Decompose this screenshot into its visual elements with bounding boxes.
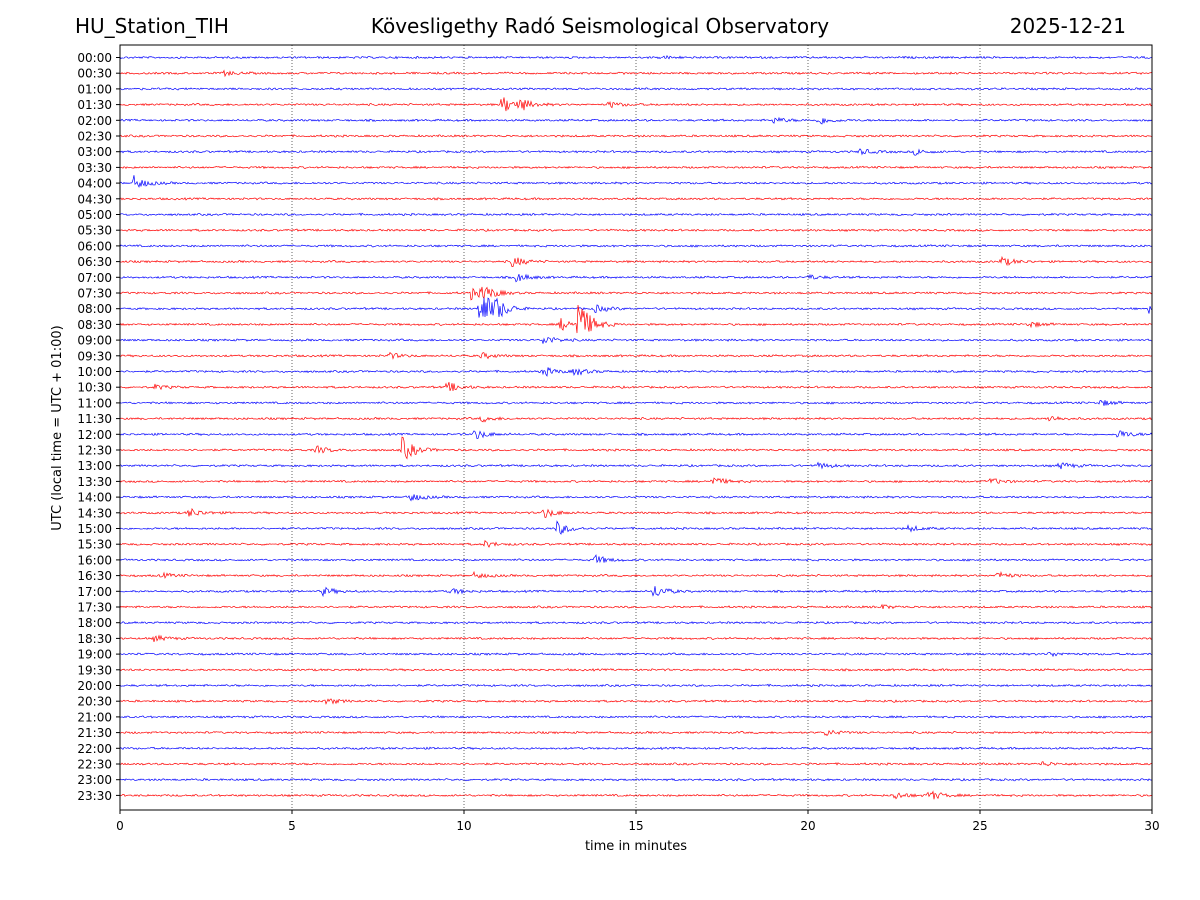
chart-title: Kövesligethy Radó Seismological Observat… (370, 14, 830, 38)
x-tick-label: 20 (800, 819, 815, 833)
row-label: 13:00 (77, 459, 112, 473)
station-name: HU_Station_TIH (75, 14, 229, 38)
grid-layer (291, 45, 981, 810)
row-label: 00:30 (77, 67, 112, 81)
row-label: 20:00 (77, 679, 112, 693)
trace-1330 (119, 477, 1153, 484)
row-label: 11:00 (77, 396, 112, 410)
row-label: 07:00 (77, 271, 112, 285)
row-label: 15:30 (77, 538, 112, 552)
row-label: 08:30 (77, 318, 112, 332)
row-label: 06:30 (77, 255, 112, 269)
row-label: 05:30 (77, 224, 112, 238)
trace-1600 (119, 554, 1153, 564)
x-tick-label: 15 (628, 819, 643, 833)
row-label: 01:30 (77, 98, 112, 112)
row-label: 08:00 (77, 302, 112, 316)
x-tick-label: 30 (1144, 819, 1159, 833)
x-axis: 0 5 10 15 20 25 30 (116, 810, 1160, 833)
trace-1000 (119, 367, 1153, 377)
x-tick-label: 25 (972, 819, 987, 833)
trace-0100 (119, 87, 1153, 91)
row-label: 06:00 (77, 239, 112, 253)
row-label: 19:30 (77, 663, 112, 677)
trace-1200 (119, 430, 1153, 440)
trace-1830 (119, 634, 1153, 642)
row-label: 17:30 (77, 601, 112, 615)
row-label: 10:00 (77, 365, 112, 379)
trace-1400 (119, 494, 1153, 502)
chart-date: 2025-12-21 (1009, 14, 1126, 38)
row-label: 20:30 (77, 695, 112, 709)
trace-2330 (119, 790, 1153, 800)
trace-0300 (119, 148, 1153, 156)
row-label: 21:00 (77, 710, 112, 724)
x-tick-label: 5 (288, 819, 296, 833)
trace-1500 (119, 520, 1153, 535)
row-label: 09:30 (77, 349, 112, 363)
row-label: 10:30 (77, 381, 112, 395)
row-label: 12:30 (77, 444, 112, 458)
row-label: 02:30 (77, 130, 112, 144)
row-label: 15:00 (77, 522, 112, 536)
row-label: 12:00 (77, 428, 112, 442)
row-label: 03:30 (77, 161, 112, 175)
x-tick-label: 10 (456, 819, 471, 833)
row-label: 00:00 (77, 51, 112, 65)
row-label: 23:30 (77, 789, 112, 803)
trace-0130 (119, 97, 1153, 112)
trace-0800 (119, 297, 1153, 318)
trace-0700 (120, 273, 1153, 283)
row-label: 17:00 (77, 585, 112, 599)
trace-2030 (119, 698, 1153, 705)
x-tick-label: 0 (116, 819, 124, 833)
trace-1630 (119, 570, 1153, 579)
row-label: 11:30 (77, 412, 112, 426)
row-label: 18:00 (77, 616, 112, 630)
row-label: 14:30 (77, 506, 112, 520)
row-label: 04:30 (77, 192, 112, 206)
trace-0930 (119, 351, 1153, 360)
row-label: 13:30 (77, 475, 112, 489)
trace-1530 (119, 539, 1153, 548)
trace-1030 (119, 382, 1153, 392)
row-label: 16:00 (77, 553, 112, 567)
row-label: 18:30 (77, 632, 112, 646)
row-label: 14:00 (77, 491, 112, 505)
row-label: 22:00 (77, 742, 112, 756)
row-label: 01:00 (77, 82, 112, 96)
row-label: 05:00 (77, 208, 112, 222)
row-label: 04:00 (77, 177, 112, 191)
x-axis-label: time in minutes (585, 839, 687, 854)
trace-0530 (119, 228, 1153, 232)
row-label: 03:00 (77, 145, 112, 159)
row-label: 02:00 (77, 114, 112, 128)
row-label: 19:00 (77, 648, 112, 662)
row-label: 16:30 (77, 569, 112, 583)
row-label: 09:00 (77, 334, 112, 348)
trace-0430 (119, 197, 1153, 201)
trace-2300 (119, 777, 1153, 782)
row-label: 07:30 (77, 287, 112, 301)
row-label: 21:30 (77, 726, 112, 740)
y-axis-label: UTC (local time = UTC + 01:00) (50, 325, 65, 530)
row-label: 23:00 (77, 773, 112, 787)
trace-2230 (119, 761, 1153, 767)
trace-0400 (119, 175, 1153, 188)
trace-1130 (119, 416, 1153, 423)
trace-1900 (119, 652, 1153, 658)
row-label: 22:30 (77, 758, 112, 772)
